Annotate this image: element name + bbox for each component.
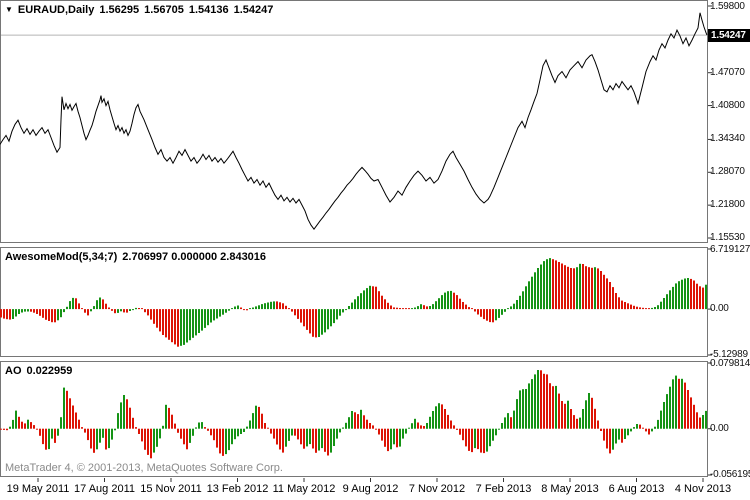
date-label: 13 Feb 2012: [206, 483, 269, 495]
price-chart-panel[interactable]: [0, 0, 708, 243]
chart-title-bar: ▼ EURAUD,Daily 1.56295 1.56705 1.54136 1…: [5, 4, 273, 16]
date-label: 8 May 2013: [541, 483, 599, 495]
date-label: 7 Feb 2013: [475, 483, 532, 495]
date-label: 4 Nov 2013: [674, 483, 732, 495]
price-axis-label: 1.28070: [710, 166, 745, 178]
current-price-tag: 1.54247: [708, 28, 750, 42]
date-label: 17 Aug 2011: [74, 483, 135, 495]
ohlc-open: 1.56295: [99, 4, 140, 16]
ao-title: AO: [5, 365, 22, 377]
date-label: 19 May 2011: [6, 483, 70, 495]
am-axis-label: -5.12989: [710, 349, 748, 360]
ohlc-high: 1.56705: [144, 4, 184, 16]
awesomemod-histogram: [0, 258, 707, 347]
ao-values: 0.022959: [26, 365, 73, 377]
date-label: 7 Nov 2012: [408, 483, 466, 495]
ao-axis-label: 0.079814: [710, 358, 750, 369]
price-axis-label: 1.40800: [710, 99, 745, 111]
copyright-text: MetaTrader 4, © 2001-2013, MetaQuotes So…: [5, 462, 283, 474]
price-axis-label: 1.15530: [710, 232, 745, 243]
awesomemod-title: AwesomeMod(5,34;7): [5, 251, 118, 263]
price-line: [0, 12, 708, 231]
am-axis-label: 0.00: [710, 303, 729, 315]
price-axis-label: 1.34340: [710, 133, 745, 145]
price-axis-label: 1.47070: [710, 66, 745, 78]
date-label: 9 Aug 2012: [342, 483, 399, 495]
date-label: 11 May 2012: [272, 483, 336, 495]
chart-symbol-period: EURAUD,Daily: [17, 4, 95, 16]
symbol-dropdown-icon[interactable]: ▼: [5, 5, 13, 14]
ao-axis-label: 0.00: [710, 422, 729, 434]
ao-axis-label: -0.056195: [710, 469, 750, 480]
ao-title-bar: AO 0.022959: [5, 365, 72, 377]
ohlc-close: 1.54247: [233, 4, 274, 16]
awesomemod-values: 2.706997 0.000000 2.843016: [122, 251, 267, 263]
am-axis-label: 6.719127: [710, 244, 750, 255]
price-axis-label: 1.59800: [710, 1, 745, 12]
ao-histogram: [0, 370, 707, 459]
awesomemod-title-bar: AwesomeMod(5,34;7) 2.706997 0.000000 2.8…: [5, 251, 266, 263]
ohlc-low: 1.54136: [188, 4, 229, 16]
date-label: 6 Aug 2013: [608, 483, 665, 495]
date-label: 15 Nov 2011: [140, 483, 202, 495]
price-axis-label: 1.21800: [710, 199, 745, 211]
